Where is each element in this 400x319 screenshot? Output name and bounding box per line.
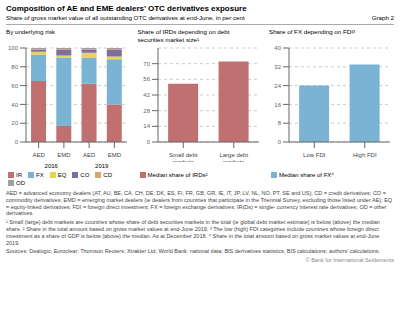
svg-text:24: 24	[274, 83, 281, 89]
html-text:¹ Small (large) debt markets a: ¹ Small (large) debt markets are countri…	[6, 219, 380, 246]
html-text:OD: OD	[16, 180, 25, 186]
svg-text:40: 40	[274, 45, 281, 51]
svg-text:0: 0	[15, 139, 19, 145]
svg-text:20: 20	[11, 120, 18, 126]
svg-text:80: 80	[11, 64, 18, 70]
html-text:Share of IRDs depending on deb: Share of IRDs depending on debt securiti…	[137, 28, 230, 43]
svg-text:Large debtmarkets: Large debtmarkets	[219, 152, 248, 162]
svg-text:0: 0	[146, 139, 150, 145]
svg-text:28: 28	[143, 108, 150, 114]
html-text:Median share of FX⁴: Median share of FX⁴	[279, 172, 334, 178]
html-text:By underlying risk: By underlying risk	[6, 28, 55, 35]
svg-text:100: 100	[8, 45, 19, 51]
html-text:AED = advanced economy dealers: AED = advanced economy dealers (AT, AU, …	[6, 190, 393, 217]
html-text:© Bank for International Settl: © Bank for International Settlements	[305, 257, 394, 264]
svg-text:14: 14	[143, 123, 150, 129]
svg-text:8: 8	[278, 120, 282, 126]
svg-text:Low FDI: Low FDI	[303, 152, 326, 158]
html-text:CD: CD	[103, 172, 112, 178]
html-text:FX: FX	[36, 172, 44, 178]
svg-text:0: 0	[278, 139, 282, 145]
svg-text:70: 70	[143, 61, 150, 67]
html-text:Median share of IRDs²: Median share of IRDs²	[147, 172, 208, 178]
html-text:2016: 2016	[44, 163, 58, 169]
html-text:CO: CO	[80, 172, 90, 178]
html-text:2019: 2019	[95, 163, 109, 169]
svg-text:AED: AED	[83, 152, 96, 158]
html-text:Graph 2: Graph 2	[371, 14, 394, 21]
svg-text:40: 40	[11, 102, 18, 108]
html-text:IR: IR	[16, 172, 22, 178]
svg-text:EMD: EMD	[108, 152, 122, 158]
html-text:Share of FX depending on FDI³: Share of FX depending on FDI³	[269, 28, 355, 35]
html-text:EQ: EQ	[57, 172, 67, 178]
html-text:Composition of AE and EME deal: Composition of AE and EME dealers’ OTC d…	[6, 4, 247, 13]
svg-text:16: 16	[274, 102, 281, 108]
svg-text:High FDI: High FDI	[353, 152, 377, 158]
svg-text:EMD: EMD	[57, 152, 71, 158]
svg-text:32: 32	[274, 64, 281, 70]
html-text:Share of gross market value of: Share of gross market value of all outst…	[6, 14, 245, 21]
svg-text:42: 42	[143, 92, 150, 98]
svg-text:Small debtmarkets: Small debtmarkets	[169, 152, 198, 162]
svg-text:AED: AED	[32, 152, 45, 158]
svg-text:56: 56	[143, 76, 150, 82]
svg-text:60: 60	[11, 83, 18, 89]
html-text:Sources: Dealogic; Euroclear;: Sources: Dealogic; Euroclear; Thomson Re…	[6, 248, 381, 255]
